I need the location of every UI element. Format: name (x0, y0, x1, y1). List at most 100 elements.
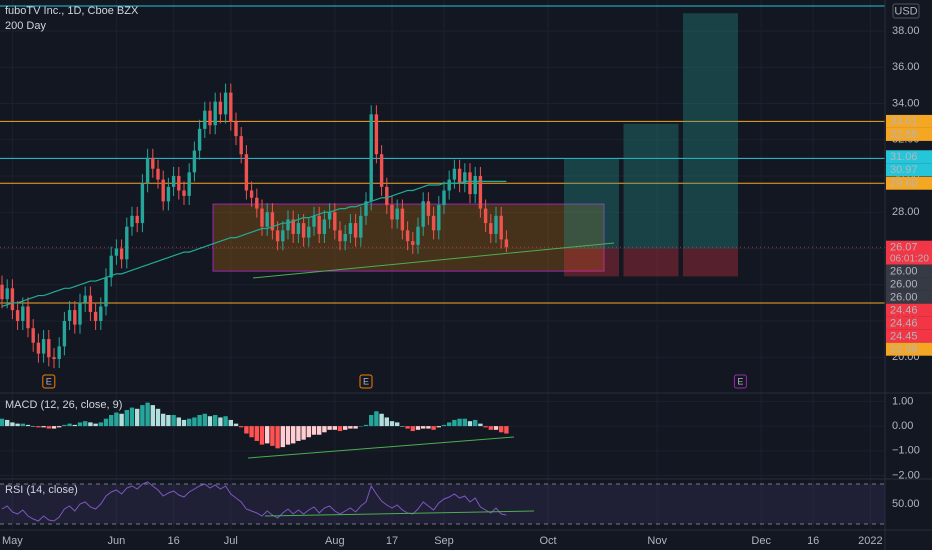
y-tick-label: 28.00 (892, 206, 920, 218)
macd-bar (405, 426, 410, 429)
macd-bar (36, 426, 41, 428)
macd-bar (109, 414, 114, 427)
axes: 20.0022.0024.0026.0028.0030.0032.0034.00… (2, 25, 932, 547)
candle-body (93, 311, 98, 321)
macd-bar (244, 426, 249, 434)
macd-bar (62, 424, 67, 427)
macd-tick-label: −2.00 (892, 469, 920, 481)
macd-bar (98, 422, 103, 427)
macd-bar (161, 413, 166, 427)
macd-bar (254, 426, 259, 441)
macd-bar (441, 424, 447, 427)
candle-body (57, 346, 61, 360)
macd-bar (499, 426, 504, 433)
macd-bar (296, 426, 301, 441)
candle-body (255, 197, 259, 209)
candle-body (151, 157, 155, 169)
position-stop (564, 248, 619, 277)
macd-bar (327, 426, 332, 430)
currency-box[interactable] (892, 3, 920, 19)
macd-bar (317, 426, 322, 435)
candle-body (286, 219, 290, 231)
x-tick-label: Nov (647, 535, 667, 547)
candle-body (296, 223, 301, 234)
currency[interactable]: USD (894, 5, 917, 17)
price-label-box (886, 127, 932, 141)
macd-bar (348, 426, 353, 429)
macd-bar (478, 423, 483, 427)
macd-bar (343, 426, 348, 430)
macd-bar (384, 417, 389, 427)
position-target (564, 158, 619, 249)
candle-body (343, 233, 347, 242)
candle-body (281, 230, 285, 242)
candle-body (452, 168, 457, 180)
candle-body (26, 306, 30, 329)
macd-bar (239, 426, 244, 428)
candle-body (494, 215, 498, 234)
candle-body (307, 226, 311, 238)
macd-bar (467, 421, 473, 427)
candle-body (0, 284, 4, 300)
price-label: 26.00 (890, 278, 918, 290)
candle-body (437, 204, 441, 231)
candle-body (301, 223, 306, 238)
candle-body (47, 339, 51, 358)
x-tick-label: Aug (325, 535, 345, 547)
candle-body (88, 295, 93, 312)
candle-body (177, 175, 181, 191)
macd-bar (181, 419, 187, 427)
macd-bar (426, 426, 431, 429)
x-tick-label: 17 (386, 535, 398, 547)
macd-bar (5, 419, 10, 427)
rsi-legend: RSI (14, close) (5, 484, 78, 496)
x-tick-label: May (2, 535, 23, 547)
macd-bar (421, 426, 426, 429)
macd-bar (265, 426, 270, 444)
marks (0, 83, 509, 522)
candle-body (374, 114, 379, 155)
macd-bar (462, 418, 467, 427)
candle-body (395, 208, 399, 220)
price-label-box (886, 342, 932, 356)
macd-bar (41, 426, 46, 428)
y-tick-label: 34.00 (892, 97, 920, 109)
price-label-box (886, 150, 932, 164)
macd-bar (363, 424, 369, 427)
macd-bar (400, 426, 405, 427)
x-tick-label: Oct (539, 535, 556, 547)
macd-bar (77, 422, 83, 427)
macd-bar (72, 424, 77, 427)
macd-bar (119, 413, 124, 427)
position-stop (623, 248, 679, 277)
macd-bar (473, 419, 478, 427)
macd-bar (192, 417, 197, 427)
earnings-label: E (46, 376, 52, 386)
symbol-title: fuboTV Inc., 1D, Cboe BZX (5, 5, 139, 17)
candle-body (166, 186, 171, 202)
macd-bar (129, 407, 135, 427)
candle-body (125, 226, 129, 260)
candle-body (140, 183, 145, 224)
candle-body (426, 201, 431, 216)
macd-bar (275, 426, 280, 449)
candle-body (67, 310, 72, 321)
candle-body (182, 190, 186, 196)
y-tick-label: 36.00 (892, 61, 920, 73)
rsi-tick-label: 50.00 (892, 498, 920, 510)
candle-body (83, 295, 87, 303)
candle-body (291, 219, 295, 234)
candle-body (385, 186, 389, 205)
x-tick-label: 16 (807, 535, 819, 547)
position-stop (683, 248, 738, 277)
macd-bar (46, 426, 51, 429)
rsi-band-fill (0, 484, 885, 524)
price-label-box (886, 176, 932, 190)
candle-body (192, 150, 197, 173)
rsi-line (1, 481, 507, 522)
price-label: 22.99 (890, 343, 918, 355)
candle-body (478, 175, 483, 209)
candle-body (78, 302, 82, 325)
candle-body (135, 215, 139, 224)
candle-body (369, 114, 373, 202)
